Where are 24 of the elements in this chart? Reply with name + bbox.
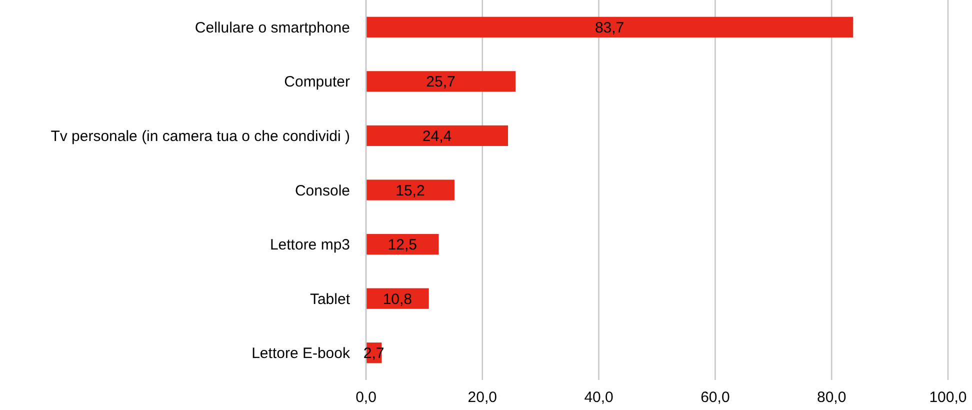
y-tick-label: Lettore mp3: [270, 236, 350, 254]
x-tick-label: 60,0: [700, 389, 730, 406]
x-tick-label: 80,0: [817, 389, 846, 406]
x-tick-label: 0,0: [356, 389, 376, 406]
y-tick-label: Tv personale (in camera tua o che condividi ): [50, 128, 350, 145]
data-label: 83,7: [594, 19, 624, 36]
y-tick-label: Cellulare o smartphone: [194, 19, 350, 36]
x-tick-label: 20,0: [468, 389, 497, 406]
y-tick-label: Computer: [284, 74, 350, 91]
y-tick-label: Console: [294, 182, 350, 200]
bar: [366, 71, 516, 92]
data-label: 25,7: [426, 74, 456, 91]
y-tick-label: Lettore E-book: [252, 345, 350, 362]
bar: [366, 180, 454, 200]
x-tick-label: 100,0: [929, 389, 967, 406]
x-tick-label: 40,0: [584, 389, 614, 406]
bar: [366, 16, 854, 38]
data-label: 15,2: [396, 182, 425, 200]
bar: [366, 234, 439, 255]
data-label: 12,5: [388, 236, 417, 254]
data-label: 24,4: [422, 128, 452, 145]
bar: [366, 125, 508, 146]
data-label: 10,8: [382, 290, 412, 308]
y-tick-label: Tablet: [310, 290, 351, 308]
